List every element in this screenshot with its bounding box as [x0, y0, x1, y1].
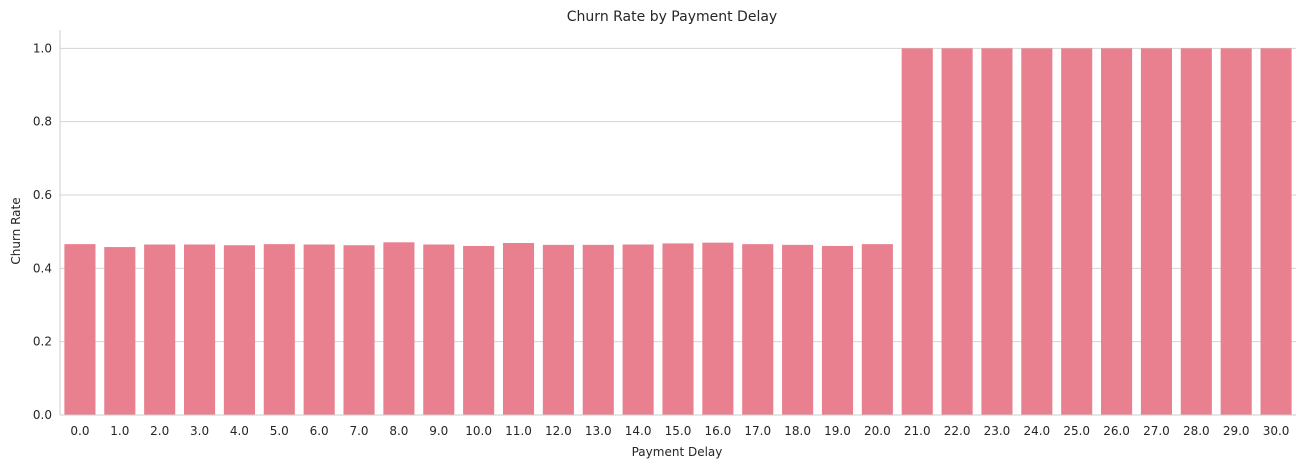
axes [59, 30, 1296, 416]
x-tick-label: 8.0 [389, 424, 408, 438]
bar [742, 244, 774, 415]
x-tick-label: 0.0 [70, 424, 89, 438]
bar [901, 48, 933, 415]
bar [1101, 48, 1133, 415]
bar [1021, 48, 1053, 415]
bar [463, 245, 495, 415]
bar [423, 244, 455, 415]
y-tick-label: 0.8 [33, 115, 52, 129]
y-tick-label: 0.0 [33, 408, 52, 422]
x-tick-label: 30.0 [1263, 424, 1290, 438]
bar [1260, 48, 1292, 415]
x-tick-label: 20.0 [864, 424, 891, 438]
x-tick-label: 13.0 [585, 424, 612, 438]
y-tick-label: 0.6 [33, 188, 52, 202]
x-tick-label: 29.0 [1223, 424, 1250, 438]
x-tick-label: 6.0 [310, 424, 329, 438]
x-tick-label: 22.0 [944, 424, 971, 438]
x-tick-label: 18.0 [784, 424, 811, 438]
x-tick-label: 21.0 [904, 424, 931, 438]
bar [223, 245, 255, 415]
bar [941, 48, 973, 415]
bar [263, 244, 295, 415]
x-tick-label: 15.0 [665, 424, 692, 438]
x-tick-label: 7.0 [349, 424, 368, 438]
chart-title: Churn Rate by Payment Delay [567, 9, 777, 25]
bar [662, 243, 694, 415]
x-tick-label: 5.0 [270, 424, 289, 438]
x-tick-label: 11.0 [505, 424, 532, 438]
x-tick-label: 9.0 [429, 424, 448, 438]
x-tick-label: 19.0 [824, 424, 851, 438]
bar [144, 244, 176, 415]
x-tick-label: 23.0 [984, 424, 1011, 438]
x-tick-label: 12.0 [545, 424, 572, 438]
bar [981, 48, 1013, 415]
bar [622, 244, 654, 415]
bars [64, 48, 1292, 415]
bar [1140, 48, 1173, 415]
y-tick-label: 0.4 [33, 261, 52, 275]
x-tick-label: 10.0 [465, 424, 492, 438]
x-tick-label: 16.0 [705, 424, 732, 438]
bar [1220, 48, 1252, 415]
x-tick-label: 4.0 [230, 424, 249, 438]
x-tick-label: 3.0 [190, 424, 209, 438]
x-tick-label: 17.0 [744, 424, 771, 438]
x-axis-label: Payment Delay [632, 445, 723, 459]
bar [1061, 48, 1093, 415]
x-tick-label: 2.0 [150, 424, 169, 438]
bar [1180, 48, 1212, 415]
tick-labels: 0.0 0.2 0.4 0.6 0.8 1.0 0.0 1.0 2.0 3.0 4.0 5.0 6.0 7… [33, 41, 1290, 438]
bar [821, 245, 854, 415]
bar [782, 244, 814, 415]
x-tick-label: 25.0 [1063, 424, 1090, 438]
bar [104, 247, 136, 415]
x-tick-label: 26.0 [1103, 424, 1130, 438]
bar [702, 242, 734, 415]
x-tick-label: 24.0 [1023, 424, 1050, 438]
y-axis-label: Churn Rate [9, 197, 23, 264]
bar [502, 243, 535, 415]
y-tick-label: 0.2 [33, 335, 52, 349]
bar [582, 244, 614, 415]
bar [303, 244, 335, 415]
y-tick-label: 1.0 [33, 41, 52, 55]
x-tick-label: 28.0 [1183, 424, 1210, 438]
bar [542, 244, 574, 415]
x-tick-label: 1.0 [110, 424, 129, 438]
bar [64, 244, 96, 415]
bar [383, 242, 415, 415]
x-tick-label: 14.0 [625, 424, 652, 438]
bar [861, 244, 893, 415]
bar [183, 244, 216, 415]
bar [343, 245, 375, 415]
x-tick-label: 27.0 [1143, 424, 1170, 438]
